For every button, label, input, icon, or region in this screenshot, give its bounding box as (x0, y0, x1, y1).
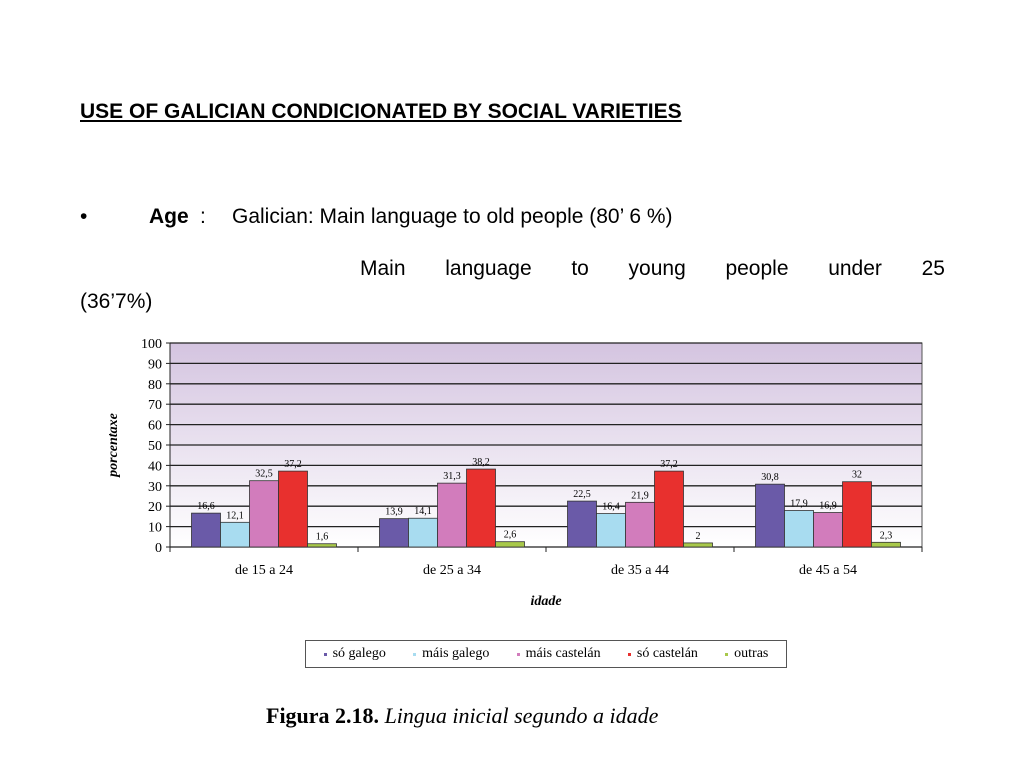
chart-legend: só galego máis galego máis castelán só cast… (305, 640, 787, 668)
data-label: 16,9 (819, 501, 837, 512)
y-tick-label: 80 (148, 378, 162, 393)
legend-item: outras (725, 646, 768, 662)
continuation-word: under (828, 257, 882, 280)
bar (191, 512, 221, 548)
legend-swatch (323, 652, 327, 656)
bar-chart: 0 10 20 30 40 50 60 70 80 90 100 16,6 12,1 32,5 37,2 1,… (106, 337, 923, 609)
y-tick-label: 20 (148, 500, 162, 515)
bar (654, 470, 684, 548)
figure-title: Lingua inicial segundo a idade (384, 703, 659, 728)
bar (784, 510, 814, 548)
x-tick-label: de 15 a 24 (235, 563, 293, 578)
data-label: 16,6 (197, 501, 215, 512)
bar (466, 468, 496, 548)
figure-number: Figura 2.18. (266, 703, 380, 728)
legend-label: outras (734, 646, 769, 661)
y-tick-label: 10 (148, 521, 162, 536)
bar (813, 512, 843, 548)
continuation-word: language (445, 257, 532, 280)
y-axis-label: porcentaxe (106, 413, 121, 478)
bullet-text: Galician: Main language to old people (8… (232, 205, 673, 228)
slide-heading: USE OF GALICIAN CONDICIONATED BY SOCIAL … (80, 100, 682, 123)
y-tick-label: 0 (155, 541, 162, 556)
x-axis-label: idade (530, 594, 561, 609)
y-tick-label: 100 (141, 337, 162, 352)
data-label: 38,2 (472, 457, 490, 468)
legend-item: só castelán (627, 646, 698, 662)
bullet-continuation: Main language to young people under 25 (360, 257, 945, 281)
bar (755, 483, 785, 548)
continuation-word: 25 (921, 257, 945, 280)
x-tick-label: de 45 a 54 (799, 563, 857, 578)
bar (220, 521, 250, 548)
data-label: 22,5 (573, 489, 591, 500)
y-tick-label: 50 (148, 439, 162, 454)
legend-label: máis galego (422, 646, 490, 661)
bar (408, 517, 438, 548)
bar (625, 501, 655, 548)
legend-label: só galego (332, 646, 386, 661)
bar (567, 500, 597, 548)
bar (307, 543, 337, 548)
continuation-word: Main (360, 257, 406, 280)
figure-caption: Figura 2.18. Lingua inicial segundo a id… (266, 703, 658, 729)
y-tick-label: 60 (148, 419, 162, 434)
data-label: 21,9 (631, 490, 649, 501)
legend-item: máis castelán (516, 646, 601, 662)
x-tick-label: de 35 a 44 (611, 563, 669, 578)
bullet-dot: • (80, 205, 88, 228)
legend-swatch (627, 652, 631, 656)
data-label: 37,2 (284, 459, 302, 470)
y-tick-label: 90 (148, 357, 162, 372)
data-label: 2 (696, 531, 701, 542)
bullet-colon: : (200, 205, 206, 228)
bar (495, 541, 525, 548)
bar (683, 542, 713, 548)
y-tick-label: 70 (148, 398, 162, 413)
bar (871, 541, 901, 548)
legend-label: só castelán (636, 646, 698, 661)
continuation-word: people (725, 257, 789, 280)
data-label: 12,1 (226, 510, 244, 521)
legend-swatch (413, 652, 417, 656)
y-tick-label: 40 (148, 459, 162, 474)
bar (596, 513, 626, 548)
bar (379, 518, 409, 548)
legend-item: máis galego (413, 646, 489, 662)
data-label: 32 (852, 470, 862, 481)
y-tick-label: 30 (148, 480, 162, 495)
bullet-label: Age (149, 205, 189, 228)
data-label: 14,1 (414, 506, 432, 517)
data-label: 32,5 (255, 469, 273, 480)
bar (278, 470, 308, 548)
data-label: 16,4 (602, 502, 620, 513)
legend-item: só galego (323, 646, 386, 662)
data-label: 2,3 (880, 530, 893, 541)
data-label: 1,6 (316, 532, 329, 543)
bar (437, 482, 467, 548)
continuation-word: to (571, 257, 589, 280)
bar (249, 480, 279, 548)
legend-label: máis castelán (525, 646, 601, 661)
data-label: 30,8 (761, 472, 779, 483)
data-label: 17,9 (790, 498, 808, 509)
bar (842, 481, 872, 548)
x-tick-label: de 25 a 34 (423, 563, 481, 578)
data-label: 2,6 (504, 530, 517, 541)
data-label: 31,3 (443, 471, 461, 482)
legend-swatch (725, 652, 729, 656)
legend-swatch (516, 652, 520, 656)
continuation-word: young (628, 257, 686, 280)
data-label: 37,2 (660, 459, 678, 470)
bullet-continuation-end: (36’7%) (80, 290, 153, 313)
data-label: 13,9 (385, 507, 403, 518)
